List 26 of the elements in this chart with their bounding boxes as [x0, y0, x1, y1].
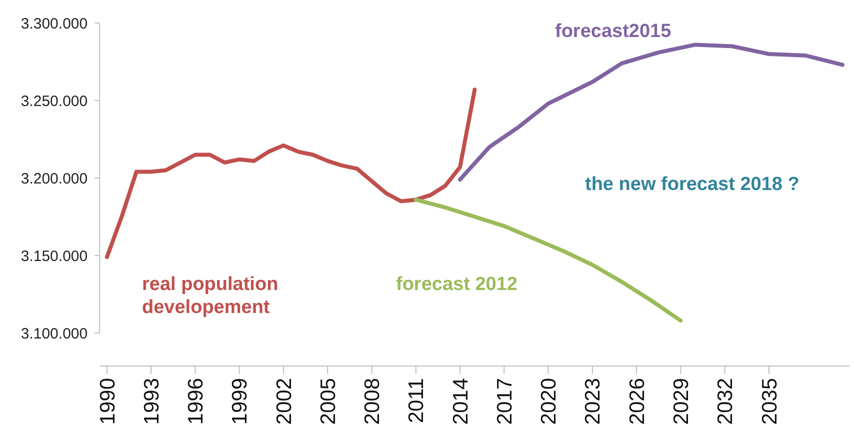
x-tick-label: 2005 — [316, 378, 340, 425]
x-tick-label: 2011 — [405, 378, 428, 424]
x-tick-label: 1990 — [96, 378, 120, 425]
y-tick-label: 3.200.000 — [20, 170, 88, 188]
x-tick-label: 2023 — [582, 378, 605, 425]
x-tick-label: 1993 — [140, 378, 164, 425]
line-series — [104, 88, 477, 260]
x-tick-label: 1999 — [228, 378, 252, 425]
x-tick-label: 2029 — [670, 378, 693, 425]
series-label: forecast2015 — [555, 21, 672, 42]
y-tick-label: 3.150.000 — [20, 248, 88, 265]
x-tick-label: 2020 — [538, 378, 561, 425]
y-tick-label: 3.100.000 — [20, 325, 88, 342]
x-tick-label: 2035 — [758, 378, 782, 425]
x-tick-label: 2002 — [272, 378, 296, 425]
x-tick-label: 2014 — [449, 378, 472, 425]
x-tick-label: 2008 — [361, 378, 384, 425]
x-tick-label: 2032 — [714, 378, 738, 425]
y-tick-label: 3.300.000 — [20, 15, 88, 32]
annotation: the new forecast 2018 ? — [585, 174, 800, 195]
x-tick-label: 2026 — [626, 378, 649, 425]
y-tick-label: 3.250.000 — [20, 92, 88, 110]
text: forecast 2012 — [396, 274, 518, 295]
x-tick-label: 1996 — [184, 378, 208, 425]
x-tick-label: 2017 — [493, 378, 516, 425]
text: real population developement — [142, 274, 278, 318]
